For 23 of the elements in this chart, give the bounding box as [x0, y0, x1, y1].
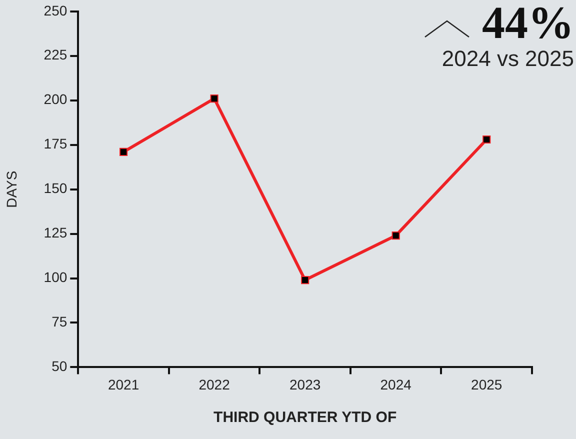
point — [210, 94, 218, 103]
y-tick-label: 200 — [44, 91, 68, 108]
x-tick-label: 2024 — [380, 376, 412, 392]
point — [301, 276, 310, 284]
point — [482, 135, 491, 144]
y-tick-label: 225 — [44, 46, 68, 63]
x-tick-label: 2023 — [290, 376, 321, 392]
x-tick-label: 2025 — [471, 376, 502, 392]
y-tick-label: 75 — [52, 314, 68, 330]
point — [120, 148, 128, 156]
y-tick-label: 250 — [44, 2, 68, 18]
y-axis-title: DAYS — [3, 170, 20, 208]
y-tick-label: 100 — [44, 269, 68, 286]
x-tick-label: 2022 — [198, 376, 230, 392]
y-tick-label: 50 — [52, 358, 68, 374]
x-axis-title: THIRD QUARTER YTD OF — [214, 409, 397, 426]
y-tick-label: 125 — [44, 224, 68, 241]
point — [392, 232, 400, 240]
annotation: 44% — [482, 0, 574, 48]
y-tick-label: 150 — [44, 180, 68, 196]
x-tick-label: 2021 — [108, 376, 140, 392]
annotation: 2024 vs 2025 — [440, 46, 574, 72]
y-tick-label: 175 — [44, 136, 68, 152]
